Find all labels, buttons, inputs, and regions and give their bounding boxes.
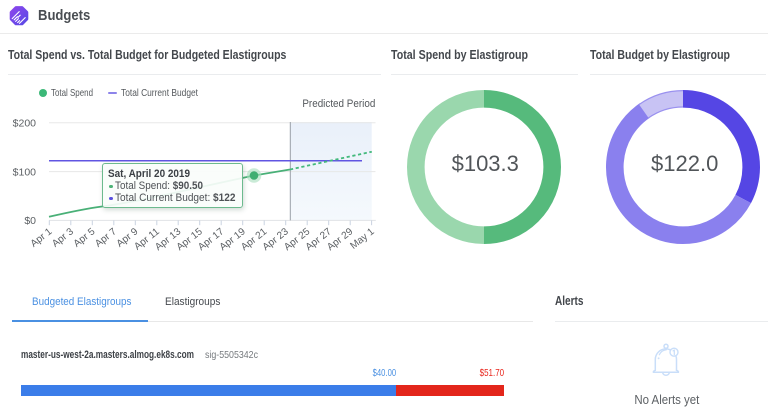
svg-text:Apr 3: Apr 3 xyxy=(50,226,76,250)
svg-text:Apr 1: Apr 1 xyxy=(29,226,55,250)
svg-text:May 1: May 1 xyxy=(348,226,377,252)
svg-text:$0: $0 xyxy=(24,215,36,227)
svg-text:$200: $200 xyxy=(13,118,37,130)
svg-text:Apr 7: Apr 7 xyxy=(93,226,119,250)
svg-text:Apr 5: Apr 5 xyxy=(72,226,98,250)
svg-text:$100: $100 xyxy=(13,166,37,178)
